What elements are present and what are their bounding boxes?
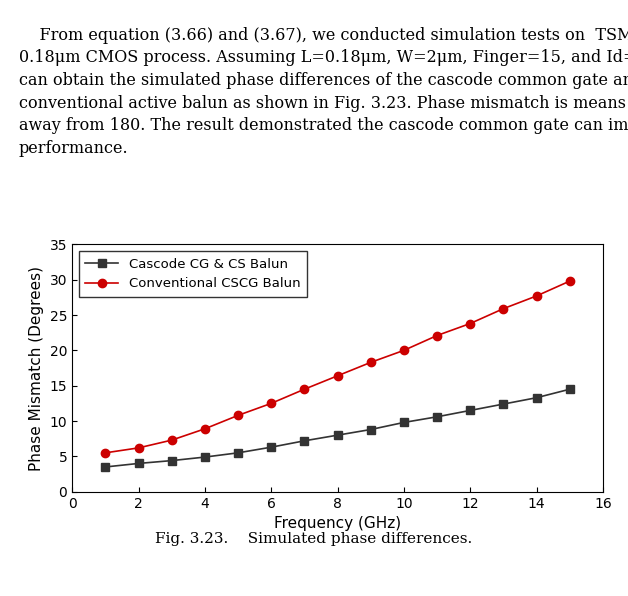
Cascode CG & CS Balun: [566, 386, 573, 393]
Cascode CG & CS Balun: [102, 464, 109, 471]
Conventional CSCG Balun: [301, 386, 308, 393]
Conventional CSCG Balun: [135, 444, 143, 451]
Text: conventional active balun as shown in Fig. 3.23. Phase mismatch is means the deg: conventional active balun as shown in Fi…: [19, 95, 628, 112]
Cascode CG & CS Balun: [135, 460, 143, 467]
Conventional CSCG Balun: [566, 278, 573, 285]
Conventional CSCG Balun: [533, 293, 540, 300]
Cascode CG & CS Balun: [301, 437, 308, 445]
Text: performance.: performance.: [19, 140, 129, 157]
Text: From equation (3.66) and (3.67), we conducted simulation tests on  TSMC: From equation (3.66) and (3.67), we cond…: [19, 27, 628, 44]
Line: Cascode CG & CS Balun: Cascode CG & CS Balun: [101, 385, 574, 471]
Cascode CG & CS Balun: [467, 407, 474, 414]
X-axis label: Frequency (GHz): Frequency (GHz): [274, 516, 401, 531]
Conventional CSCG Balun: [334, 372, 342, 380]
Conventional CSCG Balun: [367, 359, 374, 366]
Cascode CG & CS Balun: [334, 432, 342, 439]
Conventional CSCG Balun: [201, 425, 208, 432]
Y-axis label: Phase Mismatch (Degrees): Phase Mismatch (Degrees): [29, 266, 44, 470]
Text: away from 180. The result demonstrated the cascode common gate can improve phase: away from 180. The result demonstrated t…: [19, 117, 628, 135]
Line: Conventional CSCG Balun: Conventional CSCG Balun: [101, 277, 574, 457]
Text: 0.18μm CMOS process. Assuming L=0.18μm, W=2μm, Finger=15, and Id=1mA, we: 0.18μm CMOS process. Assuming L=0.18μm, …: [19, 49, 628, 67]
Cascode CG & CS Balun: [201, 454, 208, 461]
Text: can obtain the simulated phase differences of the cascode common gate and the: can obtain the simulated phase differenc…: [19, 72, 628, 89]
Cascode CG & CS Balun: [500, 401, 507, 408]
Conventional CSCG Balun: [500, 305, 507, 312]
Cascode CG & CS Balun: [400, 419, 408, 426]
Conventional CSCG Balun: [268, 400, 275, 407]
Cascode CG & CS Balun: [268, 443, 275, 451]
Conventional CSCG Balun: [102, 449, 109, 457]
Legend: Cascode CG & CS Balun, Conventional CSCG Balun: Cascode CG & CS Balun, Conventional CSCG…: [79, 251, 307, 297]
Conventional CSCG Balun: [234, 412, 242, 419]
Cascode CG & CS Balun: [367, 426, 374, 433]
Text: Fig. 3.23.    Simulated phase differences.: Fig. 3.23. Simulated phase differences.: [155, 532, 473, 547]
Cascode CG & CS Balun: [234, 449, 242, 457]
Conventional CSCG Balun: [168, 436, 175, 443]
Conventional CSCG Balun: [400, 347, 408, 354]
Conventional CSCG Balun: [433, 332, 441, 339]
Cascode CG & CS Balun: [433, 413, 441, 420]
Cascode CG & CS Balun: [533, 394, 540, 401]
Cascode CG & CS Balun: [168, 457, 175, 464]
Conventional CSCG Balun: [467, 320, 474, 327]
